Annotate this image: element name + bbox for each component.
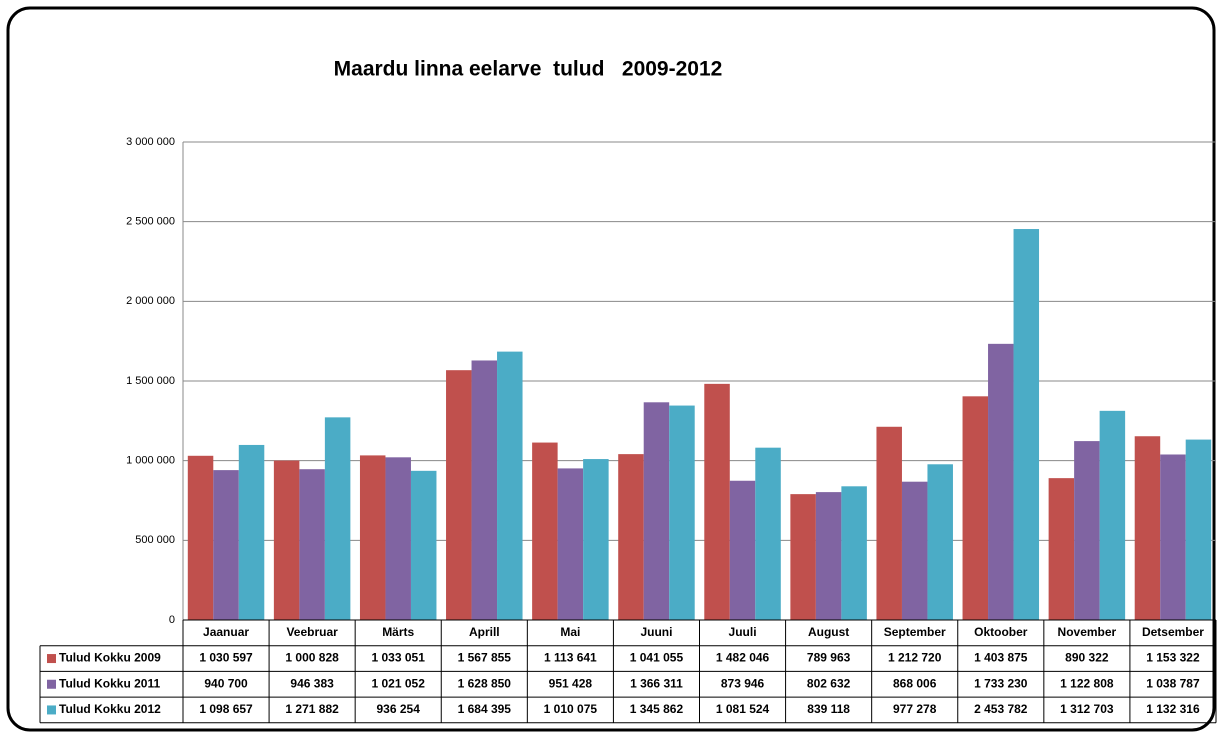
x-tick-label: November: [1058, 625, 1117, 639]
table-value: 1 271 882: [285, 702, 339, 716]
table-value: 1 684 395: [458, 702, 512, 716]
bar: [299, 469, 325, 620]
bar: [1185, 439, 1212, 620]
bar: [187, 455, 214, 620]
y-tick-label: 0: [169, 614, 175, 626]
bar: [618, 454, 644, 620]
legend-label: Tulud Kokku 2011: [59, 676, 160, 690]
bar: [1099, 410, 1126, 620]
legend-label: Tulud Kokku 2012: [59, 702, 161, 716]
table-value: 1 482 046: [716, 651, 770, 665]
bar: [876, 426, 902, 620]
bar: [1160, 454, 1186, 620]
table-value: 868 006: [893, 676, 937, 690]
table-value: 1 113 641: [544, 651, 597, 665]
bar: [532, 442, 558, 620]
bar: [410, 470, 437, 620]
x-tick-label: Mai: [560, 625, 580, 639]
table-value: 890 322: [1065, 651, 1109, 665]
table-value: 1 041 055: [630, 651, 684, 665]
bar: [790, 494, 816, 620]
y-tick-label: 3 000 000: [126, 136, 175, 148]
bar: [238, 444, 265, 620]
bar: [1013, 229, 1040, 620]
table-value: 951 428: [549, 676, 593, 690]
table-value: 1 033 051: [372, 651, 426, 665]
y-tick-label: 500 000: [135, 534, 175, 546]
table-value: 789 963: [807, 651, 851, 665]
bar: [669, 405, 695, 620]
table-value: 1 098 657: [199, 702, 253, 716]
table-value: 1 628 850: [458, 676, 512, 690]
table-value: 946 383: [290, 676, 334, 690]
table-value: 1 403 875: [974, 651, 1028, 665]
table-value: 1 038 787: [1146, 676, 1200, 690]
bar: [497, 351, 523, 620]
table-value: 977 278: [893, 702, 937, 716]
x-tick-label: Juuni: [640, 625, 672, 639]
y-tick-label: 2 500 000: [126, 216, 175, 228]
x-tick-label: Veebruar: [286, 625, 338, 639]
table-value: 1 567 855: [458, 651, 512, 665]
bar: [901, 481, 928, 620]
bar: [324, 417, 351, 620]
legend-key: [47, 654, 56, 664]
bar: [729, 480, 756, 620]
table-value: 1 153 322: [1146, 651, 1200, 665]
table-value: 1 345 862: [630, 702, 684, 716]
table-value: 839 118: [807, 702, 850, 716]
bar: [471, 360, 498, 620]
table-value: 2 453 782: [974, 702, 1028, 716]
table-value: 1 081 524: [716, 702, 770, 716]
y-tick-label: 2 000 000: [126, 295, 175, 307]
bar: [755, 447, 781, 620]
legend-key: [47, 705, 56, 715]
bar: [841, 486, 867, 620]
table-value: 1 010 075: [544, 702, 598, 716]
bar: [988, 343, 1014, 620]
x-tick-label: Märts: [382, 625, 414, 639]
table-value: 1 030 597: [199, 651, 253, 665]
y-tick-label: 1 500 000: [126, 375, 175, 387]
x-tick-label: Detsember: [1142, 625, 1204, 639]
bar: [1134, 436, 1161, 620]
x-tick-label: September: [884, 625, 946, 639]
y-tick-label: 1 000 000: [126, 455, 175, 467]
legend-key: [47, 679, 56, 689]
table-value: 1 366 311: [630, 676, 683, 690]
table-value: 1 733 230: [974, 676, 1028, 690]
table-value: 1 132 316: [1146, 702, 1200, 716]
table-value: 802 632: [807, 676, 851, 690]
bar: [643, 402, 670, 620]
chart-title: Maardu linna eelarve tulud 2009-2012: [334, 58, 723, 81]
bar: [213, 470, 239, 620]
table-value: 1 312 703: [1060, 702, 1114, 716]
table-value: 1 021 052: [372, 676, 426, 690]
bar: [1048, 478, 1075, 620]
bar: [583, 459, 609, 620]
bar: [446, 370, 472, 620]
table-value: 1 212 720: [888, 651, 942, 665]
bar: [815, 492, 842, 620]
bar: [962, 396, 989, 620]
bar: [385, 457, 411, 620]
table-value: 1 000 828: [285, 651, 339, 665]
x-tick-label: Aprill: [469, 625, 500, 639]
bar: [704, 383, 730, 620]
table-value: 936 254: [377, 702, 421, 716]
bar: [359, 455, 386, 620]
table-value: 873 946: [721, 676, 765, 690]
bar: [927, 464, 953, 620]
bar: [273, 460, 300, 620]
table-value: 940 700: [204, 676, 248, 690]
x-tick-label: Juuli: [729, 625, 757, 639]
x-tick-label: Jaanuar: [203, 625, 249, 639]
legend-label: Tulud Kokku 2009: [59, 651, 161, 665]
x-tick-label: August: [808, 625, 849, 639]
bar: [557, 468, 584, 620]
table-value: 1 122 808: [1060, 676, 1114, 690]
x-tick-label: Oktoober: [974, 625, 1028, 639]
bar: [1074, 441, 1100, 620]
